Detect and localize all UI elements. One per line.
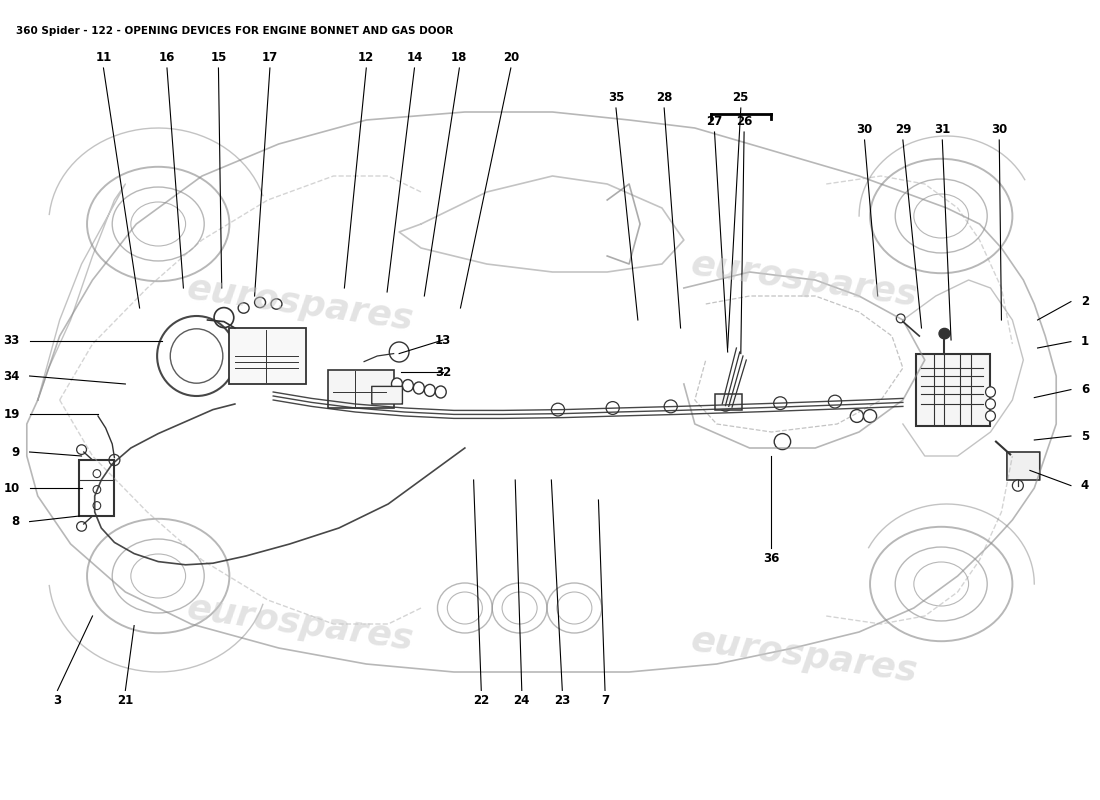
Ellipse shape: [664, 400, 678, 413]
Text: 17: 17: [262, 51, 278, 64]
Ellipse shape: [551, 403, 564, 416]
Ellipse shape: [606, 402, 619, 414]
Ellipse shape: [986, 399, 996, 409]
Ellipse shape: [1012, 480, 1023, 491]
Ellipse shape: [896, 314, 905, 322]
Ellipse shape: [850, 410, 864, 422]
Text: 21: 21: [118, 694, 133, 707]
Text: 7: 7: [601, 694, 609, 707]
Ellipse shape: [828, 395, 842, 408]
Text: eurospares: eurospares: [689, 247, 920, 313]
Text: 15: 15: [210, 51, 227, 64]
Ellipse shape: [774, 434, 791, 450]
Text: 36: 36: [763, 552, 780, 565]
Text: 23: 23: [554, 694, 571, 707]
Text: eurospares: eurospares: [689, 623, 920, 689]
Ellipse shape: [392, 378, 403, 390]
Text: 3: 3: [54, 694, 62, 707]
Text: 4: 4: [1081, 479, 1089, 492]
Text: 1: 1: [1081, 335, 1089, 348]
Ellipse shape: [986, 387, 996, 397]
Text: 10: 10: [3, 482, 20, 494]
Ellipse shape: [271, 299, 282, 310]
Text: 30: 30: [991, 123, 1008, 136]
FancyBboxPatch shape: [916, 354, 990, 426]
Text: 27: 27: [706, 115, 723, 128]
Ellipse shape: [77, 522, 87, 531]
Text: 25: 25: [733, 91, 749, 104]
FancyBboxPatch shape: [372, 386, 403, 404]
Ellipse shape: [773, 397, 786, 410]
Text: 2: 2: [1081, 295, 1089, 308]
Ellipse shape: [436, 386, 447, 398]
Text: 20: 20: [503, 51, 519, 64]
Text: 11: 11: [96, 51, 111, 64]
FancyBboxPatch shape: [1006, 452, 1040, 480]
Text: 16: 16: [158, 51, 175, 64]
Ellipse shape: [414, 382, 425, 394]
Text: 18: 18: [451, 51, 468, 64]
Ellipse shape: [94, 470, 101, 478]
Text: 19: 19: [3, 408, 20, 421]
Text: 13: 13: [434, 334, 451, 346]
Text: 29: 29: [894, 123, 911, 136]
Text: 14: 14: [406, 51, 422, 64]
Ellipse shape: [425, 384, 436, 397]
Text: 24: 24: [514, 694, 530, 707]
Ellipse shape: [254, 297, 265, 307]
Text: 28: 28: [656, 91, 672, 104]
Ellipse shape: [864, 410, 877, 422]
Text: 33: 33: [3, 334, 20, 347]
Text: 30: 30: [857, 123, 872, 136]
Text: 31: 31: [934, 123, 950, 136]
Ellipse shape: [94, 486, 101, 494]
Text: 26: 26: [736, 115, 752, 128]
Text: 32: 32: [434, 366, 451, 378]
Ellipse shape: [939, 328, 950, 339]
Text: eurospares: eurospares: [185, 271, 416, 337]
Text: eurospares: eurospares: [185, 591, 416, 657]
Text: 12: 12: [359, 51, 374, 64]
Text: 8: 8: [11, 515, 20, 528]
Text: 6: 6: [1081, 383, 1089, 396]
Text: 9: 9: [11, 446, 20, 458]
Ellipse shape: [94, 502, 101, 510]
Ellipse shape: [403, 379, 414, 391]
Text: 360 Spider - 122 - OPENING DEVICES FOR ENGINE BONNET AND GAS DOOR: 360 Spider - 122 - OPENING DEVICES FOR E…: [15, 26, 453, 35]
Text: 35: 35: [608, 91, 624, 104]
Text: 34: 34: [3, 370, 20, 382]
Text: 22: 22: [473, 694, 490, 707]
FancyBboxPatch shape: [715, 394, 741, 410]
Ellipse shape: [986, 411, 996, 421]
Ellipse shape: [77, 445, 87, 454]
FancyBboxPatch shape: [230, 328, 306, 384]
Ellipse shape: [719, 398, 732, 411]
Text: 5: 5: [1081, 430, 1089, 442]
FancyBboxPatch shape: [328, 370, 394, 408]
Ellipse shape: [239, 302, 249, 314]
